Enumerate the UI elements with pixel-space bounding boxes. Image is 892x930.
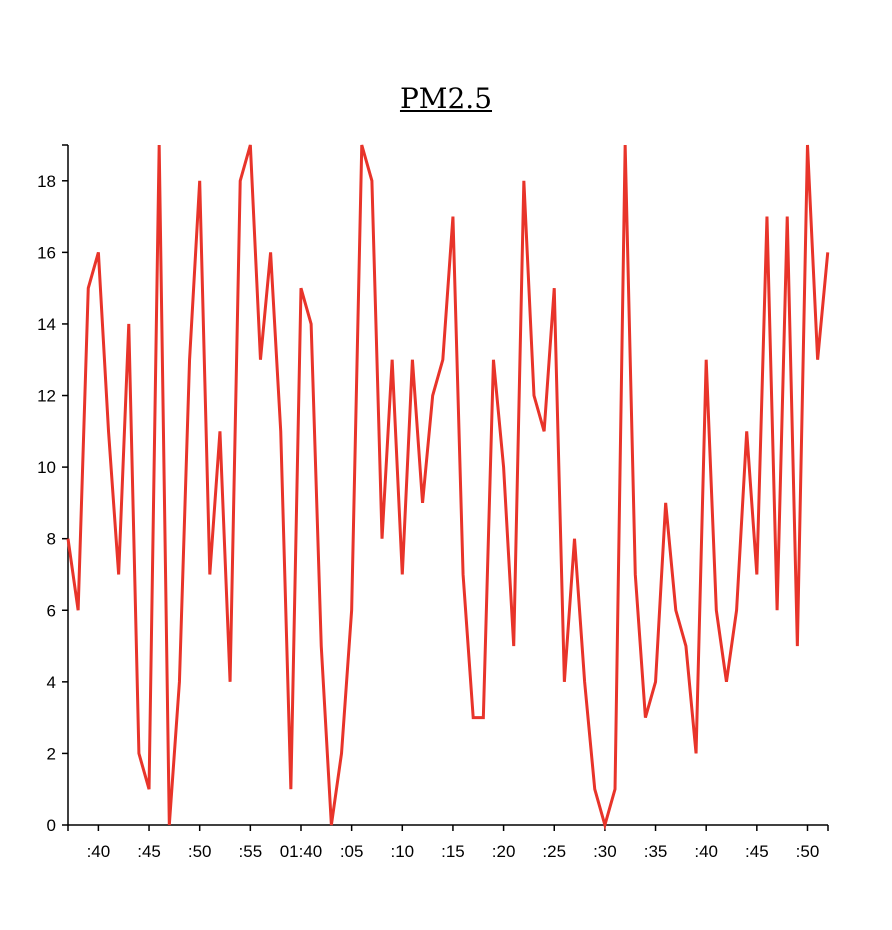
- y-tick-label: 0: [47, 816, 56, 835]
- x-tick-label: :55: [239, 842, 263, 861]
- x-tick-label: :40: [694, 842, 718, 861]
- x-tick-label: :50: [188, 842, 212, 861]
- y-tick-label: 4: [47, 673, 56, 692]
- y-tick-label: 8: [47, 530, 56, 549]
- x-tick-label: :35: [644, 842, 668, 861]
- y-tick-label: 12: [37, 387, 56, 406]
- x-tick-label: 01:40: [280, 842, 323, 861]
- x-tick-label: :40: [87, 842, 111, 861]
- y-tick-label: 2: [47, 744, 56, 763]
- y-tick-label: 18: [37, 172, 56, 191]
- x-tick-label: :15: [441, 842, 465, 861]
- x-tick-label: :50: [796, 842, 820, 861]
- axes: 0 2 4 6 8 10 12 14 16 18 :40 :45 :50 :55 01:40 :05 :10 :1…: [37, 144, 829, 861]
- x-tick-label: :45: [745, 842, 769, 861]
- y-tick-label: 16: [37, 243, 56, 262]
- x-tick-label: :45: [137, 842, 161, 861]
- y-tick-label: 10: [37, 458, 56, 477]
- y-tick-label: 14: [37, 315, 56, 334]
- x-tick-label: :05: [340, 842, 364, 861]
- plot-area: [66, 144, 830, 831]
- x-tick-label: :10: [390, 842, 414, 861]
- y-tick-label: 6: [47, 601, 56, 620]
- series-line: [66, 144, 830, 831]
- x-tick-label: :25: [542, 842, 566, 861]
- chart-title: PM2.5: [399, 82, 493, 115]
- x-tick-label: :30: [593, 842, 617, 861]
- x-tick-label: :20: [492, 842, 516, 861]
